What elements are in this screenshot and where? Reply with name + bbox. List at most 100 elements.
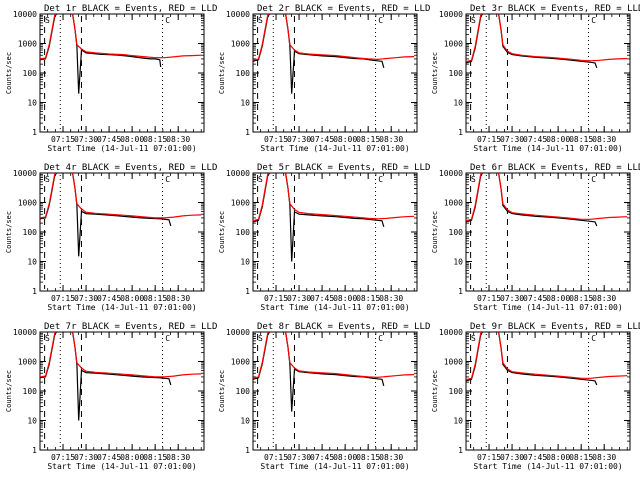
legend-marker-s: S — [258, 175, 263, 184]
y-axis-label: Counts/sec — [5, 370, 13, 412]
chart-panel-9: Det 9r BLACK = Events, RED = LLD Counts/s… — [431, 322, 640, 471]
events-series-line — [40, 332, 172, 421]
y-tick-label: 10000 — [13, 169, 37, 178]
y-tick-label: 10000 — [439, 328, 463, 337]
y-tick-label: 1000 — [444, 358, 463, 367]
x-axis-label: Start Time (14-Jul-11 07:01:00) — [47, 144, 196, 153]
y-tick-label: 100 — [236, 69, 251, 78]
legend-marker-c: C — [591, 175, 596, 184]
y-tick-label: 10 — [453, 417, 463, 426]
chart-panel-6: Det 6r BLACK = Events, RED = LLD Counts/s… — [431, 163, 640, 312]
lld-series-line — [40, 14, 202, 60]
x-tick-label: 07:45 — [310, 135, 334, 144]
legend-marker-c: C — [591, 334, 596, 343]
x-tick-label: 07:45 — [97, 453, 121, 462]
x-tick-label: 07:15 — [264, 453, 288, 462]
x-tick-label: 08:15 — [569, 294, 593, 303]
x-tick-label: 08:00 — [546, 294, 570, 303]
events-series-line — [466, 332, 598, 386]
events-series-line — [40, 14, 162, 94]
x-tick-label: 07:45 — [523, 135, 547, 144]
chart-title: Det 1r BLACK = Events, RED = LLD — [44, 4, 217, 14]
y-tick-label: 1 — [458, 287, 463, 296]
y-tick-label: 1000 — [18, 40, 37, 49]
y-tick-label: 10000 — [439, 10, 463, 19]
x-tick-label: 07:30 — [500, 135, 524, 144]
x-axis-label: Start Time (14-Jul-11 07:01:00) — [47, 462, 196, 471]
y-axis-label: Counts/sec — [218, 370, 226, 412]
events-series-line — [253, 173, 385, 262]
x-tick-label: 07:15 — [51, 294, 75, 303]
chart-title: Det 8r BLACK = Events, RED = LLD — [257, 322, 430, 332]
lld-series-line — [466, 14, 628, 63]
lld-series-line — [253, 332, 415, 379]
y-tick-label: 1000 — [231, 40, 250, 49]
legend-marker-s: S — [471, 16, 476, 25]
x-axis-label: Start Time (14-Jul-11 07:01:00) — [473, 462, 622, 471]
chart-title: Det 6r BLACK = Events, RED = LLD — [470, 163, 640, 173]
x-tick-label: 08:30 — [592, 294, 616, 303]
chart-title: Det 2r BLACK = Events, RED = LLD — [257, 4, 430, 14]
plot-frame — [465, 172, 631, 292]
y-axis-label: Counts/sec — [5, 211, 13, 253]
lld-series-line — [40, 173, 202, 219]
chart-panel-1: Det 1r BLACK = Events, RED = LLD Counts/s… — [5, 4, 217, 153]
y-tick-label: 100 — [449, 387, 464, 396]
chart-panel-8: Det 8r BLACK = Events, RED = LLD Counts/s… — [218, 322, 430, 471]
x-axis-label: Start Time (14-Jul-11 07:01:00) — [473, 303, 622, 312]
legend-marker-c: C — [591, 16, 596, 25]
x-tick-label: 08:15 — [356, 135, 380, 144]
x-tick-label: 08:30 — [592, 453, 616, 462]
legend-marker-s: S — [45, 175, 50, 184]
x-tick-label: 08:30 — [166, 135, 190, 144]
y-tick-label: 1000 — [231, 199, 250, 208]
x-axis-label: Start Time (14-Jul-11 07:01:00) — [260, 462, 409, 471]
x-tick-label: 08:15 — [569, 453, 593, 462]
y-tick-label: 10000 — [226, 169, 250, 178]
x-tick-label: 08:15 — [143, 294, 167, 303]
x-tick-label: 08:00 — [120, 453, 144, 462]
y-tick-label: 1000 — [231, 358, 250, 367]
y-tick-label: 10000 — [13, 10, 37, 19]
plot-frame — [39, 172, 205, 292]
x-tick-label: 08:00 — [333, 294, 357, 303]
x-tick-label: 08:30 — [379, 453, 403, 462]
y-tick-label: 1 — [458, 446, 463, 455]
y-tick-label: 100 — [236, 387, 251, 396]
y-tick-label: 10 — [27, 99, 37, 108]
y-tick-label: 100 — [23, 387, 38, 396]
lld-series-line — [253, 14, 415, 61]
y-tick-label: 10 — [27, 417, 37, 426]
x-tick-label: 07:30 — [74, 135, 98, 144]
x-tick-label: 07:45 — [310, 453, 334, 462]
x-tick-label: 07:30 — [74, 453, 98, 462]
legend-marker-s: S — [258, 16, 263, 25]
x-tick-label: 07:30 — [74, 294, 98, 303]
chart-title: Det 3r BLACK = Events, RED = LLD — [470, 4, 640, 14]
plot-frame — [39, 331, 205, 451]
y-axis-label: Counts/sec — [5, 52, 13, 94]
lld-series-line — [466, 332, 628, 381]
y-tick-label: 100 — [23, 69, 38, 78]
chart-panel-5: Det 5r BLACK = Events, RED = LLD Counts/s… — [218, 163, 430, 312]
x-tick-label: 07:45 — [97, 294, 121, 303]
y-tick-label: 10000 — [226, 10, 250, 19]
x-tick-label: 08:15 — [143, 453, 167, 462]
x-tick-label: 08:30 — [592, 135, 616, 144]
x-axis-label: Start Time (14-Jul-11 07:01:00) — [260, 144, 409, 153]
x-tick-label: 08:00 — [546, 453, 570, 462]
x-tick-label: 07:15 — [51, 453, 75, 462]
x-axis-label: Start Time (14-Jul-11 07:01:00) — [473, 144, 622, 153]
chart-panel-2: Det 2r BLACK = Events, RED = LLD Counts/s… — [218, 4, 430, 153]
y-tick-label: 1 — [32, 446, 37, 455]
legend-marker-c: C — [165, 175, 170, 184]
x-tick-label: 08:30 — [379, 294, 403, 303]
y-tick-label: 10000 — [226, 328, 250, 337]
legend-marker-s: S — [471, 175, 476, 184]
y-tick-label: 1 — [245, 287, 250, 296]
plot-frame — [252, 331, 418, 451]
x-tick-label: 07:15 — [477, 453, 501, 462]
x-tick-label: 08:00 — [120, 135, 144, 144]
plot-frame — [465, 331, 631, 451]
x-tick-label: 07:45 — [310, 294, 334, 303]
